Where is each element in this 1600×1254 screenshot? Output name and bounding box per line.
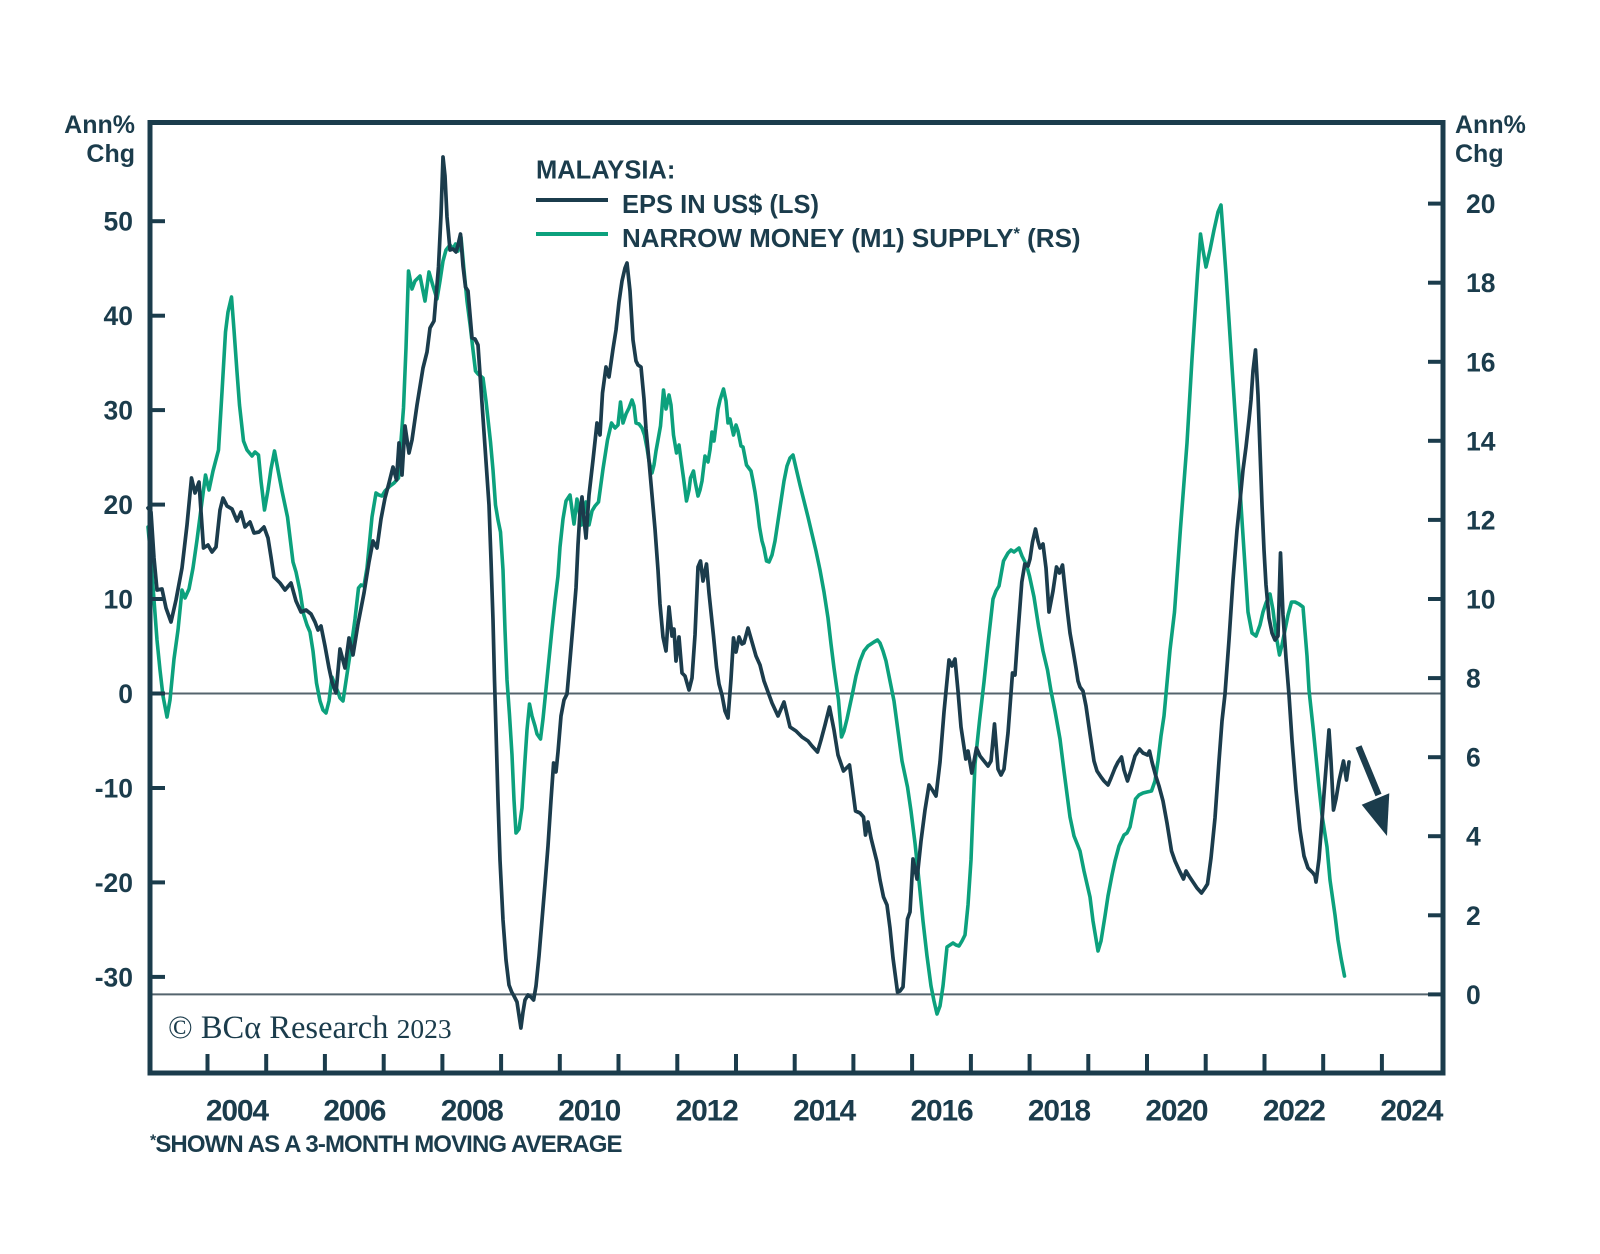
svg-text:10: 10 xyxy=(1466,585,1495,615)
svg-text:EPS IN US$ (LS): EPS IN US$ (LS) xyxy=(622,191,819,219)
svg-text:-20: -20 xyxy=(95,868,133,898)
svg-text:2022: 2022 xyxy=(1263,1095,1325,1128)
svg-text:2014: 2014 xyxy=(793,1095,856,1128)
svg-text:NARROW MONEY (M1) SUPPLY* (RS): NARROW MONEY (M1) SUPPLY* (RS) xyxy=(622,223,1081,253)
svg-text:Chg: Chg xyxy=(1455,140,1504,168)
svg-text:-30: -30 xyxy=(95,962,133,992)
svg-text:0: 0 xyxy=(118,679,133,709)
svg-text:20: 20 xyxy=(1466,189,1495,219)
svg-text:18: 18 xyxy=(1466,268,1495,298)
svg-text:2004: 2004 xyxy=(206,1095,269,1128)
svg-text:4: 4 xyxy=(1466,822,1481,852)
svg-text:2020: 2020 xyxy=(1145,1095,1207,1128)
svg-text:*SHOWN AS A 3-MONTH MOVING AVE: *SHOWN AS A 3-MONTH MOVING AVERAGE xyxy=(150,1131,623,1158)
svg-text:2012: 2012 xyxy=(676,1095,738,1128)
svg-text:50: 50 xyxy=(104,207,133,237)
svg-text:8: 8 xyxy=(1466,664,1481,694)
svg-text:Chg: Chg xyxy=(86,140,135,168)
svg-text:2024: 2024 xyxy=(1380,1095,1443,1128)
svg-text:2008: 2008 xyxy=(441,1095,503,1128)
svg-text:6: 6 xyxy=(1466,743,1481,773)
svg-text:40: 40 xyxy=(104,301,133,331)
svg-text:2: 2 xyxy=(1466,901,1481,931)
svg-text:Ann%: Ann% xyxy=(1455,111,1526,139)
svg-text:2018: 2018 xyxy=(1028,1095,1090,1128)
svg-text:10: 10 xyxy=(104,585,133,615)
svg-text:2006: 2006 xyxy=(323,1095,385,1128)
svg-text:© BCα Research 2023: © BCα Research 2023 xyxy=(168,1010,452,1046)
svg-text:30: 30 xyxy=(104,396,133,426)
svg-text:20: 20 xyxy=(104,490,133,520)
svg-text:12: 12 xyxy=(1466,505,1495,535)
svg-text:2016: 2016 xyxy=(911,1095,973,1128)
svg-text:-10: -10 xyxy=(95,774,133,804)
svg-text:2010: 2010 xyxy=(558,1095,620,1128)
svg-text:MALAYSIA:: MALAYSIA: xyxy=(536,157,675,185)
svg-text:0: 0 xyxy=(1466,980,1481,1010)
svg-text:14: 14 xyxy=(1466,426,1496,456)
svg-text:16: 16 xyxy=(1466,347,1495,377)
svg-text:Ann%: Ann% xyxy=(64,111,135,139)
